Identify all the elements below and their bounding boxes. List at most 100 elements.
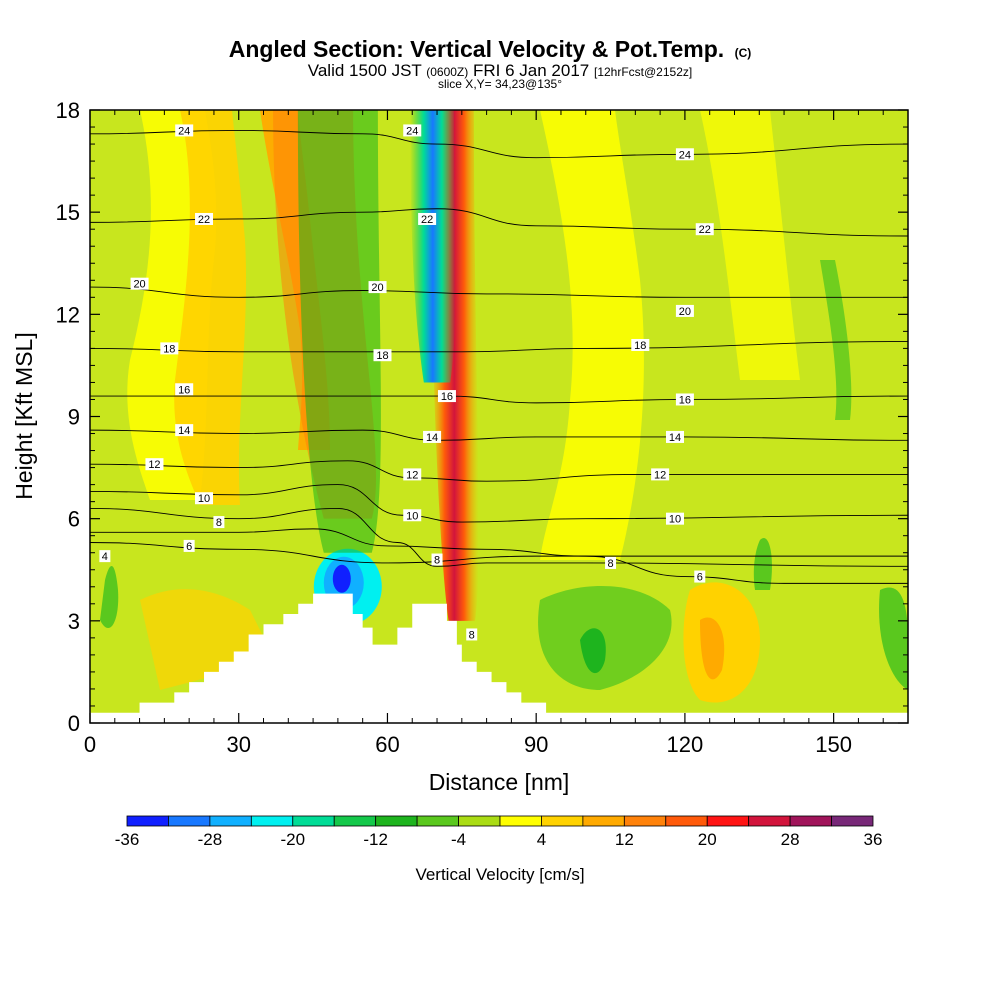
- x-tick-label: 150: [815, 732, 852, 757]
- x-tick-label: 0: [84, 732, 96, 757]
- field-patch: [174, 110, 247, 505]
- contour-label-box: [99, 550, 111, 563]
- contour-label: 24: [679, 149, 691, 161]
- contour-label-box: [175, 424, 194, 437]
- contour-label-box: [195, 212, 214, 225]
- x-tick-label: 30: [226, 732, 250, 757]
- contour-label-box: [403, 509, 422, 522]
- theta-contour-22: [90, 208, 908, 237]
- y-tick-label: 18: [56, 98, 80, 123]
- contour-label-box: [418, 212, 437, 225]
- contour-label-box: [631, 338, 650, 351]
- contour-label-box: [403, 124, 422, 137]
- contour-label-box: [651, 468, 670, 481]
- contour-label: 8: [607, 558, 613, 570]
- theta-contour-8: [90, 507, 908, 567]
- colorbar-swatch: [623, 815, 667, 827]
- x-tick-label: 90: [524, 732, 548, 757]
- y-tick-label: 15: [56, 200, 80, 225]
- downdraft-band: [410, 110, 456, 383]
- colorbar-swatch: [665, 815, 708, 827]
- colorbar-tick-label: 36: [864, 830, 883, 849]
- y-tick-label: 12: [56, 302, 80, 327]
- contour-label: 12: [406, 469, 418, 481]
- contour-label-box: [160, 342, 179, 355]
- colorbar-swatch: [831, 815, 874, 827]
- contour-label-box: [175, 124, 194, 137]
- contour-label: 14: [178, 425, 190, 437]
- colorbar-swatch: [416, 815, 459, 827]
- y-axis: 0 3 6 9 12 15 18: [56, 98, 908, 736]
- colorbar-tick-label: 20: [698, 830, 717, 849]
- y-tick-label: 9: [68, 405, 80, 430]
- contour-label: 16: [178, 384, 190, 396]
- contour-label: 24: [178, 125, 190, 137]
- field-patch: [700, 617, 725, 680]
- contour-label-box: [675, 304, 694, 317]
- y-axis-label: Height [Kft MSL]: [11, 332, 37, 499]
- contour-label: 4: [102, 551, 108, 563]
- contour-label: 12: [148, 459, 160, 471]
- contour-label-box: [675, 148, 694, 161]
- contour-label: 20: [371, 282, 383, 294]
- contour-label-box: [195, 492, 214, 505]
- colorbar-swatch: [541, 815, 584, 827]
- colorbar-swatch: [789, 815, 832, 827]
- contour-label-box: [175, 383, 194, 396]
- y-tick-label: 6: [68, 507, 80, 532]
- colorbar-tick-label: -28: [198, 830, 223, 849]
- field-patch: [538, 586, 672, 690]
- colorbar-swatch: [706, 815, 750, 827]
- theta-contour-4: [90, 542, 908, 564]
- colorbar-tick-label: -12: [363, 830, 388, 849]
- contour-label-box: [605, 556, 617, 569]
- contour-label: 24: [406, 125, 418, 137]
- contour-label: 22: [198, 214, 210, 226]
- velocity-feature-lee-core: [332, 564, 351, 593]
- field-patch: [540, 110, 644, 560]
- contour-label-box: [423, 430, 442, 443]
- contour-label: 16: [441, 391, 453, 403]
- contour-label: 8: [216, 517, 222, 529]
- contour-label: 14: [669, 432, 681, 444]
- colorbar-tick-label: 12: [615, 830, 634, 849]
- contour-label-box: [466, 628, 478, 641]
- contour-label-box: [183, 539, 195, 552]
- colorbar-swatch: [292, 815, 335, 827]
- colorbar-swatch: [582, 815, 625, 827]
- contour-label: 18: [634, 340, 646, 352]
- colorbar-swatch: [250, 815, 294, 827]
- field-patch: [580, 628, 606, 674]
- theta-contour-24: [90, 129, 908, 159]
- contour-label: 10: [198, 493, 210, 505]
- contour-label-box: [373, 349, 392, 362]
- contour-label: 18: [376, 350, 388, 362]
- colorbar-swatch: [499, 815, 542, 827]
- downdraft-band: [297, 110, 381, 553]
- colorbar-tick-label: -4: [451, 830, 466, 849]
- contour-label-box: [695, 223, 714, 236]
- colorbar-swatch: [458, 815, 501, 827]
- contour-label: 6: [186, 541, 192, 553]
- field-patch: [100, 566, 119, 629]
- colorbar-tick-label: -20: [280, 830, 305, 849]
- terrain-mask: [90, 593, 908, 723]
- contour-label-box: [437, 390, 456, 403]
- contour-label: 8: [469, 629, 475, 641]
- contour-label: 20: [679, 306, 691, 318]
- contour-label: 10: [669, 514, 681, 526]
- contour-labels: 24 24 24 22 22 22 20 20 20 18 18 18 16 16 16 14 14 14 12 12…: [99, 124, 714, 641]
- contour-label-box: [665, 512, 684, 525]
- contour-label: 22: [699, 224, 711, 236]
- colorbar-swatch: [126, 815, 169, 827]
- plot-area: 24 24 24 22 22 22 20 20 20 18 18 18 16 16 16 14 14 14 12 12…: [90, 110, 908, 723]
- chart-subtitle: Valid 1500 JST (0600Z) FRI 6 Jan 2017 [1…: [308, 61, 692, 80]
- x-tick-label: 120: [667, 732, 704, 757]
- colorbar-swatch: [333, 815, 377, 827]
- contour-label-box: [145, 458, 164, 471]
- field-patch: [753, 538, 772, 590]
- theta-contour-16: [90, 395, 908, 404]
- theta-contour-12: [90, 460, 908, 482]
- colorbar-swatch: [168, 815, 211, 827]
